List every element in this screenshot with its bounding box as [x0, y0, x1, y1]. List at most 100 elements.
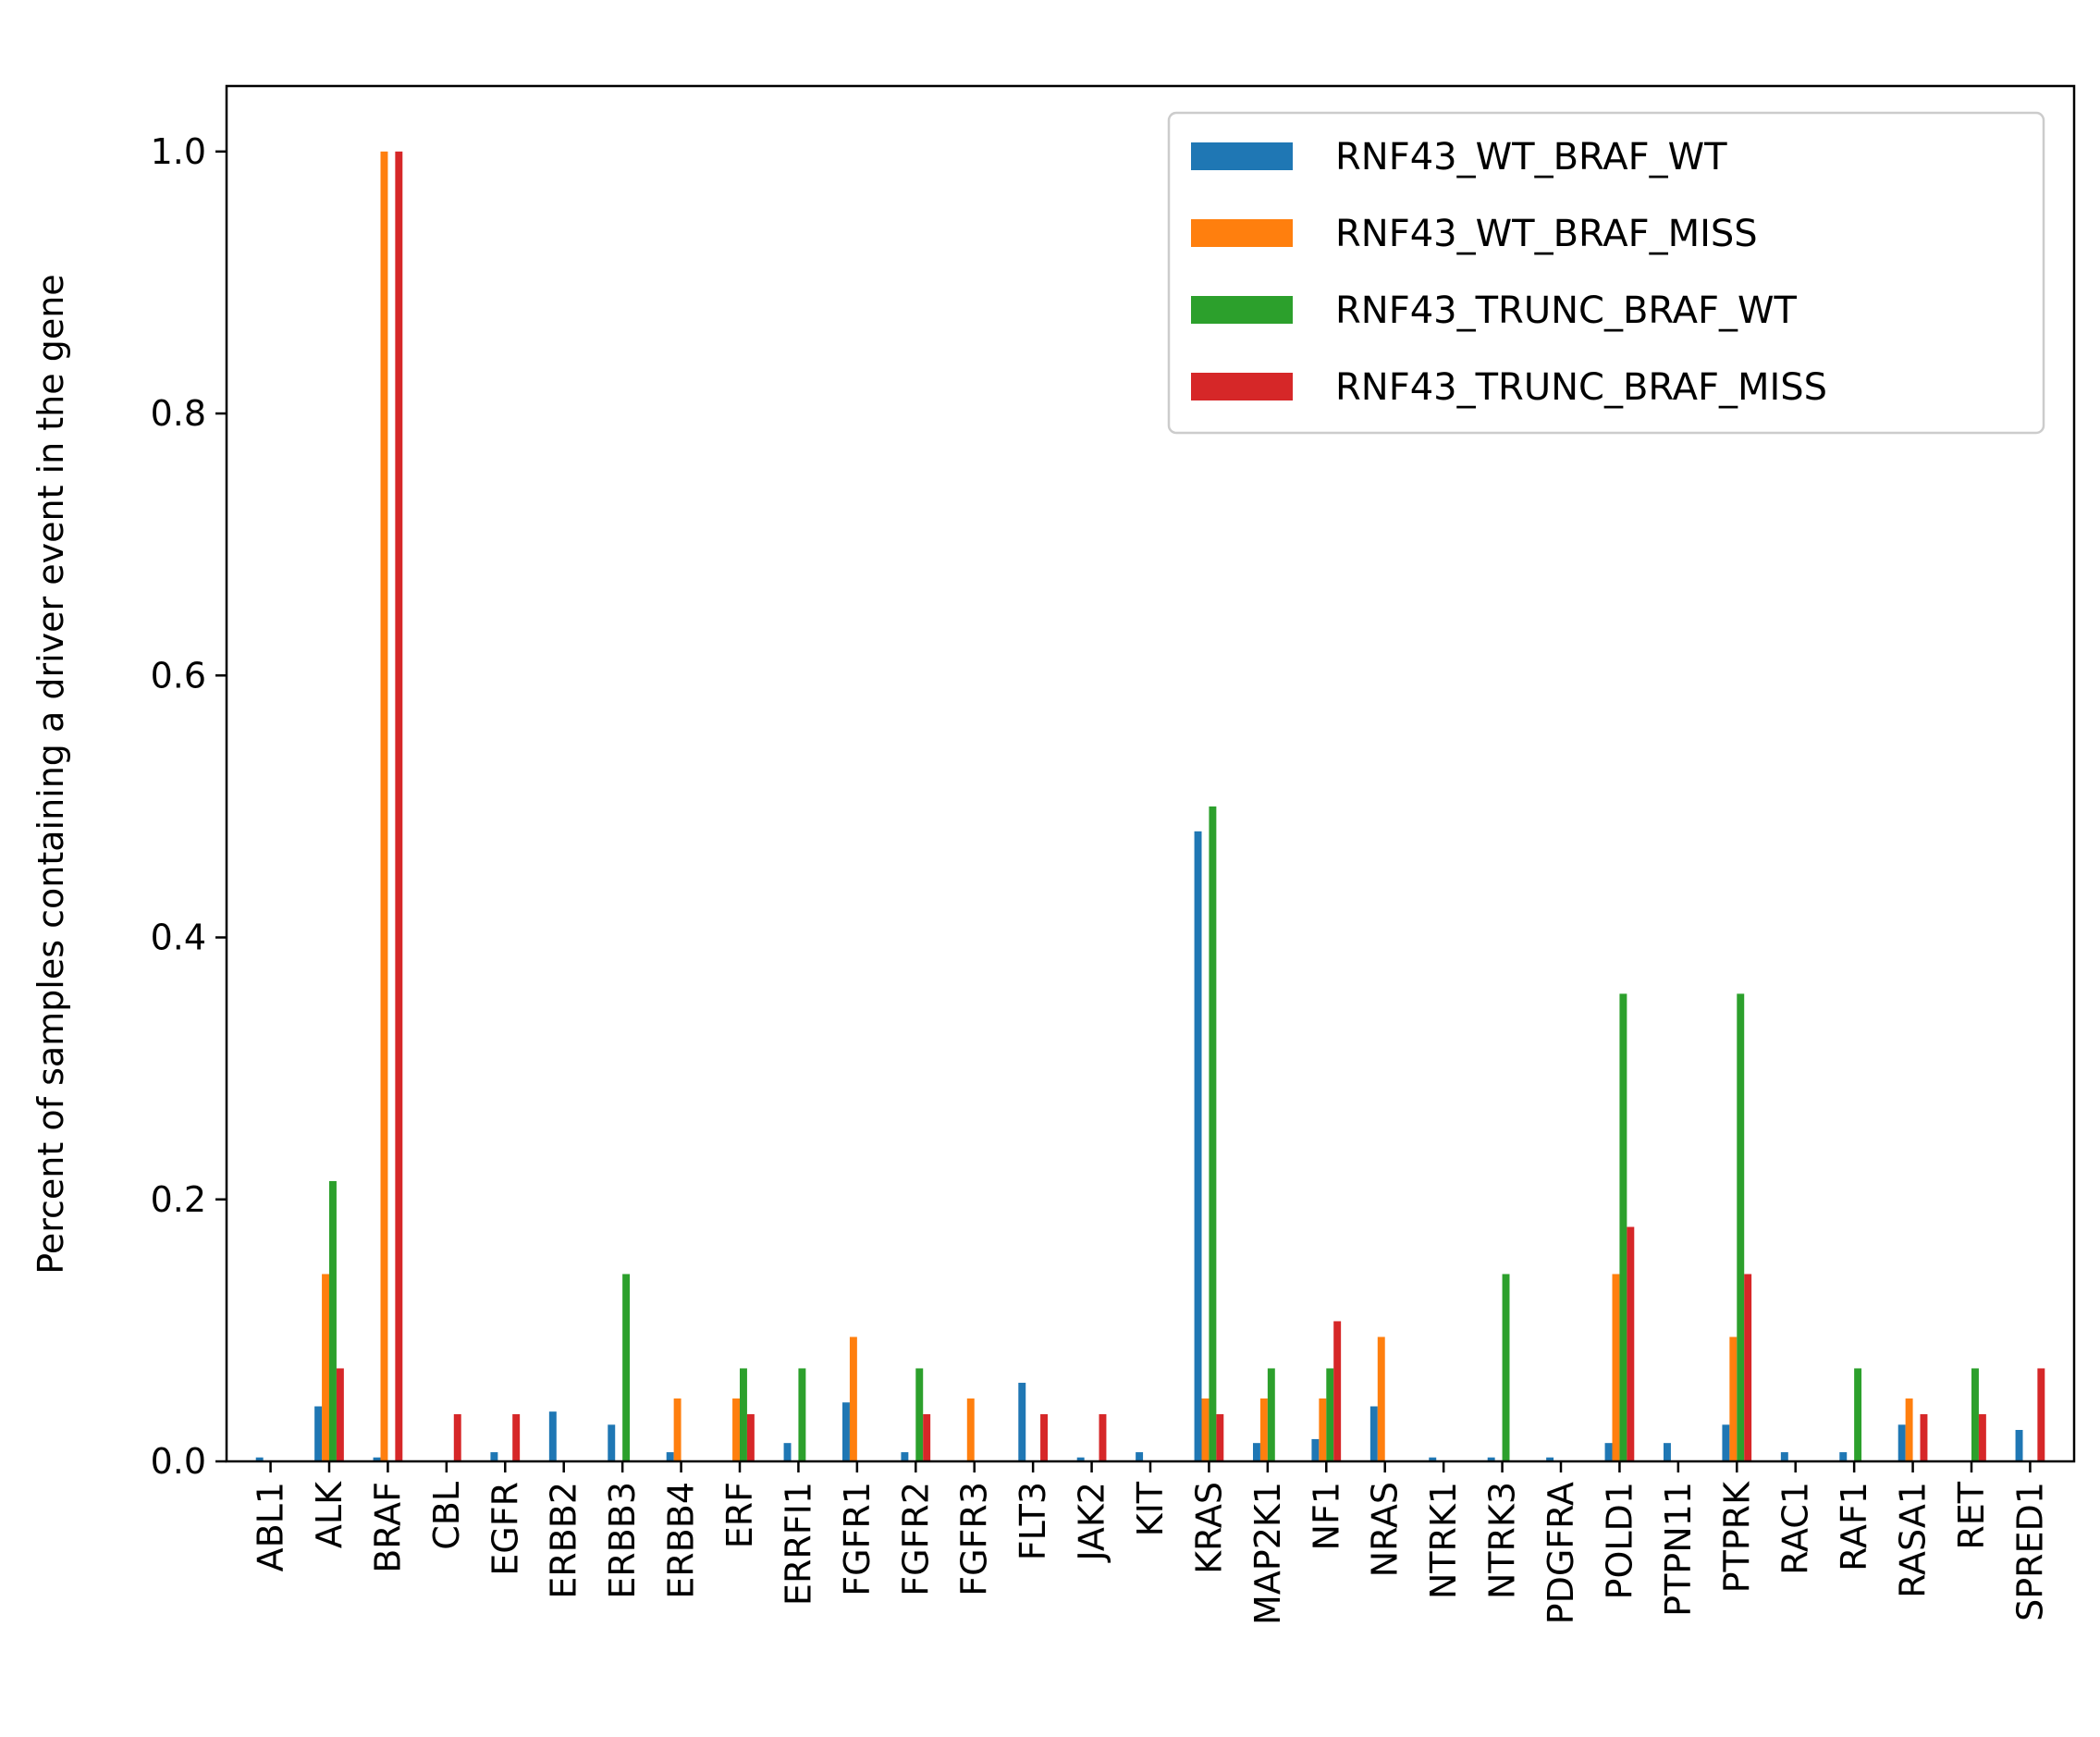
- bar-raf1-series-3: [1854, 1368, 1862, 1461]
- bar-braf-series-4: [395, 151, 403, 1461]
- x-tick-label-erbb3: ERBB3: [602, 1482, 643, 1599]
- x-tick-label-fgfr3: FGFR3: [954, 1482, 995, 1596]
- bar-egfr-series-1: [490, 1452, 498, 1461]
- x-tick-label-alk: ALK: [309, 1481, 350, 1548]
- x-tick-label-kit: KIT: [1130, 1481, 1171, 1536]
- bar-raf1-series-1: [1839, 1452, 1848, 1461]
- bar-map2k1-series-2: [1259, 1398, 1268, 1461]
- bar-rasa1-series-4: [1920, 1414, 1928, 1461]
- bar-erbb2-series-1: [548, 1411, 557, 1461]
- x-tick-label-ptpn11: PTPN11: [1658, 1482, 1699, 1617]
- bar-rasa1-series-1: [1897, 1424, 1906, 1461]
- x-tick-label-map2k1: MAP2K1: [1247, 1482, 1288, 1625]
- legend-box: [1167, 111, 2045, 435]
- bar-kras-series-3: [1209, 806, 1217, 1461]
- x-tick-label-jak2: JAK2: [1072, 1482, 1112, 1563]
- bar-nf1-series-1: [1311, 1438, 1320, 1461]
- legend-label: RNF43_WT_BRAF_MISS: [1335, 213, 1758, 255]
- bar-erf-series-3: [740, 1368, 747, 1461]
- bar-fgfr2-series-3: [915, 1368, 924, 1461]
- bar-pold1-series-3: [1619, 993, 1627, 1461]
- bar-jak2-series-4: [1099, 1414, 1107, 1461]
- bar-ptpn11-series-1: [1664, 1443, 1671, 1461]
- bar-ret-series-4: [1978, 1414, 1986, 1461]
- bar-ptprk-series-2: [1729, 1337, 1738, 1461]
- bar-alk-series-4: [336, 1368, 344, 1461]
- y-tick-label: 0.8: [151, 393, 206, 434]
- bar-egfr-series-4: [512, 1414, 521, 1461]
- x-tick-label-nras: NRAS: [1365, 1482, 1406, 1577]
- bar-rasa1-series-2: [1905, 1398, 1913, 1461]
- bar-kras-series-4: [1216, 1414, 1224, 1461]
- bar-abl1-series-1: [255, 1457, 264, 1461]
- bar-ntrk3-series-1: [1487, 1457, 1495, 1461]
- bar-nras-series-2: [1377, 1337, 1385, 1461]
- x-tick-label-rasa1: RASA1: [1893, 1482, 1934, 1598]
- x-tick-label-flt3: FLT3: [1013, 1482, 1053, 1560]
- x-tick-label-errfi1: ERRFI1: [778, 1482, 818, 1606]
- bar-pold1-series-2: [1612, 1274, 1620, 1461]
- x-tick-label-rac1: RAC1: [1775, 1482, 1816, 1575]
- x-tick-label-nf1: NF1: [1306, 1482, 1346, 1550]
- bar-jak2-series-1: [1076, 1457, 1085, 1461]
- bar-ret-series-3: [1971, 1368, 1979, 1461]
- bar-braf-series-1: [373, 1457, 381, 1461]
- bar-flt3-series-4: [1040, 1414, 1048, 1461]
- x-tick-label-ret: RET: [1951, 1481, 1992, 1549]
- bar-fgfr2-series-1: [901, 1452, 909, 1461]
- bar-fgfr2-series-4: [923, 1414, 931, 1461]
- bar-errfi1-series-3: [798, 1368, 806, 1461]
- bars-layer: [255, 151, 2045, 1461]
- x-tick-label-ntrk3: NTRK3: [1482, 1482, 1523, 1599]
- legend-label: RNF43_TRUNC_BRAF_MISS: [1335, 366, 1827, 409]
- bar-cbl-series-4: [453, 1414, 461, 1461]
- bar-flt3-series-1: [1018, 1383, 1026, 1461]
- x-tick-label-pold1: POLD1: [1599, 1482, 1639, 1599]
- bar-erbb3-series-1: [608, 1424, 616, 1461]
- bar-alk-series-1: [314, 1406, 323, 1461]
- plot-area-frame: [225, 84, 2076, 1463]
- legend-label: RNF43_WT_BRAF_WT: [1335, 136, 1727, 179]
- bar-pold1-series-4: [1627, 1226, 1635, 1461]
- bar-alk-series-2: [322, 1274, 329, 1461]
- x-tick-label-pdgfra: PDGFRA: [1541, 1482, 1581, 1624]
- x-tick-label-spred1: SPRED1: [2009, 1482, 2050, 1621]
- bar-ptprk-series-1: [1722, 1424, 1730, 1461]
- x-tick-label-fgfr2: FGFR2: [895, 1482, 936, 1596]
- legend-swatch: [1191, 219, 1293, 247]
- bar-map2k1-series-1: [1253, 1443, 1260, 1461]
- x-tick-label-raf1: RAF1: [1834, 1482, 1874, 1571]
- y-tick-label: 1.0: [151, 131, 206, 172]
- bar-nf1-series-2: [1319, 1398, 1327, 1461]
- bar-kras-series-2: [1201, 1398, 1210, 1461]
- bar-kras-series-1: [1194, 831, 1202, 1461]
- bar-spred1-series-1: [2015, 1430, 2023, 1461]
- bar-erf-series-4: [746, 1414, 755, 1461]
- bar-nras-series-1: [1369, 1406, 1378, 1461]
- bar-errfi1-series-1: [783, 1443, 792, 1461]
- bar-nf1-series-3: [1326, 1368, 1334, 1461]
- y-tick-label: 0.0: [151, 1441, 206, 1482]
- x-tick-label-erbb4: ERBB4: [661, 1482, 702, 1599]
- bar-fgfr1-series-1: [842, 1402, 850, 1461]
- x-tick-label-braf: BRAF: [367, 1482, 408, 1573]
- bar-ptprk-series-3: [1737, 993, 1745, 1461]
- y-axis-label: Percent of samples containing a driver e…: [31, 274, 71, 1274]
- bar-ptprk-series-4: [1744, 1274, 1752, 1461]
- x-tick-label-fgfr1: FGFR1: [837, 1482, 878, 1596]
- y-tick-label: 0.2: [151, 1179, 206, 1220]
- x-tick-label-cbl: CBL: [426, 1482, 467, 1550]
- bar-alk-series-3: [329, 1180, 337, 1461]
- bar-nf1-series-4: [1333, 1321, 1342, 1461]
- legend: RNF43_WT_BRAF_WT RNF43_WT_BRAF_MISS RNF43_…: [1167, 111, 2045, 435]
- x-tick-label-egfr: EGFR: [485, 1482, 525, 1576]
- legend-swatch: [1191, 296, 1293, 324]
- bar-erf-series-2: [732, 1398, 740, 1461]
- y-tick-label: 0.6: [151, 655, 206, 696]
- x-tick-label-kras: KRAS: [1188, 1482, 1229, 1574]
- x-tick-label-ntrk1: NTRK1: [1423, 1482, 1464, 1599]
- x-axis: ABL1 ALK BRAF CBL EGFR ERBB2 ERBB3 ERBB4 ERF ERRF…: [251, 1461, 2050, 1625]
- bar-erbb4-series-2: [673, 1398, 682, 1461]
- bar-pdgfra-series-1: [1546, 1457, 1554, 1461]
